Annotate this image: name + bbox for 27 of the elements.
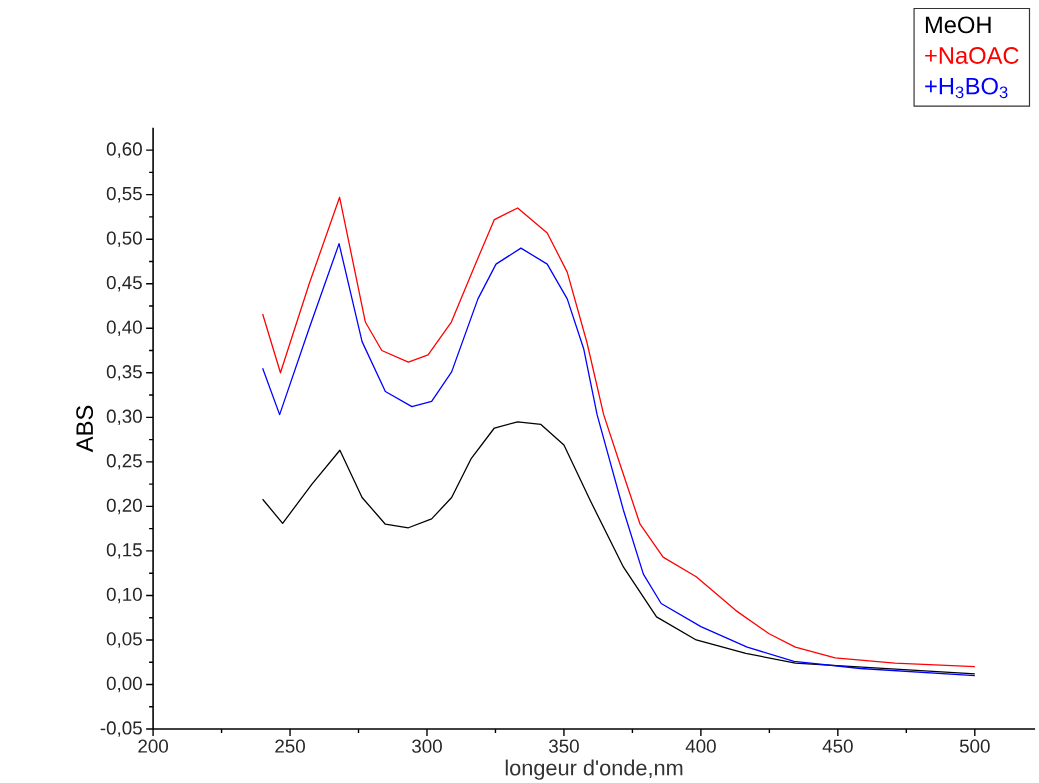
x-tick-label: 500 — [959, 739, 990, 753]
x-tick-label: 400 — [685, 739, 716, 753]
x-tick-label: 450 — [822, 739, 853, 753]
x-tick-label: 350 — [548, 739, 579, 753]
y-tick-label: 0,30 — [106, 409, 142, 426]
text: +NaOAC — [925, 47, 1019, 64]
y-tick-label: -0,05 — [100, 721, 142, 737]
x-tick-label: 300 — [412, 739, 442, 753]
y-tick-label: 0,40 — [106, 320, 142, 336]
y-tick-label: 0,35 — [106, 364, 142, 381]
y-tick-label: 0,00 — [106, 676, 142, 693]
y-tick-label: 0,05 — [106, 632, 142, 648]
x-tick-label: 250 — [275, 739, 305, 753]
text: MeOH — [925, 16, 991, 34]
y-tick-label: 0,45 — [106, 275, 142, 292]
x-axis-title: longeur d'onde,nm — [505, 759, 683, 780]
y-tick-label: 0,20 — [106, 498, 142, 515]
y-tick-label: 0,15 — [106, 543, 142, 559]
y-tick-label: 0,10 — [106, 587, 142, 604]
text: +H$_{3}$BO$_{3}$ — [925, 77, 1008, 99]
y-tick-label: 0,55 — [106, 186, 142, 203]
y-tick-label: 0,50 — [106, 231, 142, 247]
y-tick-label: 0,25 — [106, 454, 142, 470]
y-tick-label: 0,60 — [106, 142, 142, 158]
line-series — [262, 421, 976, 675]
y-axis-title: ABS — [76, 405, 94, 453]
x-tick-label: 200 — [138, 739, 168, 753]
